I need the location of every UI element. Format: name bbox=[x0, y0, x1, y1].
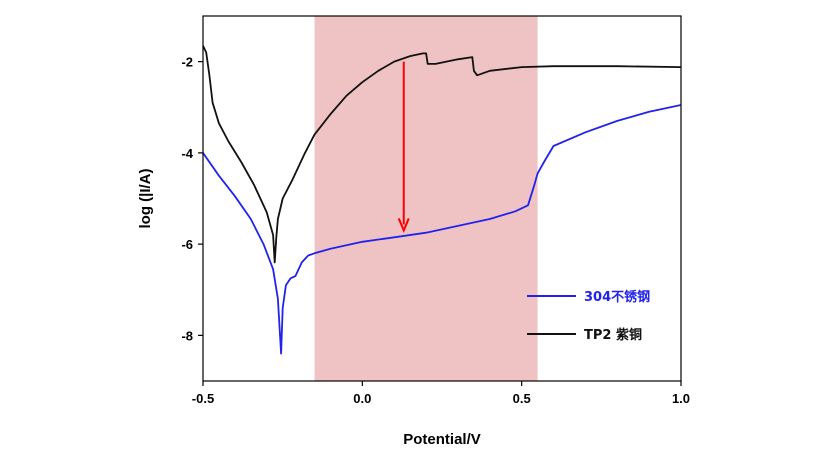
x-tick-label: 0.0 bbox=[353, 391, 371, 406]
series-layer bbox=[202, 45, 682, 355]
y-axis-label: log (|I/A) bbox=[137, 168, 154, 228]
highlight-region bbox=[314, 16, 538, 381]
ticks-layer: -0.5 0.0 0.5 1.0 -8 -6 -4 -2 bbox=[181, 55, 690, 406]
y-tick-label: -8 bbox=[181, 328, 193, 343]
legend-label-tp2-copper: TP2 紫铜 bbox=[584, 327, 642, 343]
x-tick-label: 1.0 bbox=[672, 391, 690, 406]
x-tick-label: 0.5 bbox=[513, 391, 531, 406]
annotation-arrow-group bbox=[397, 61, 410, 234]
series-line-304-stainless bbox=[202, 104, 682, 355]
legend: 304不锈钢 TP2 紫铜 bbox=[527, 289, 650, 343]
plot-frame bbox=[202, 15, 682, 382]
y-tick-label: -4 bbox=[181, 146, 193, 161]
x-tick-label: -0.5 bbox=[192, 391, 214, 406]
annotation-arrow-head bbox=[397, 218, 410, 234]
x-axis-label: Potential/V bbox=[403, 431, 481, 448]
y-tick-label: -2 bbox=[181, 55, 193, 70]
legend-label-304-stainless: 304不锈钢 bbox=[584, 289, 650, 305]
y-tick-label: -6 bbox=[181, 237, 193, 252]
series-line-tp2-copper bbox=[202, 45, 682, 264]
